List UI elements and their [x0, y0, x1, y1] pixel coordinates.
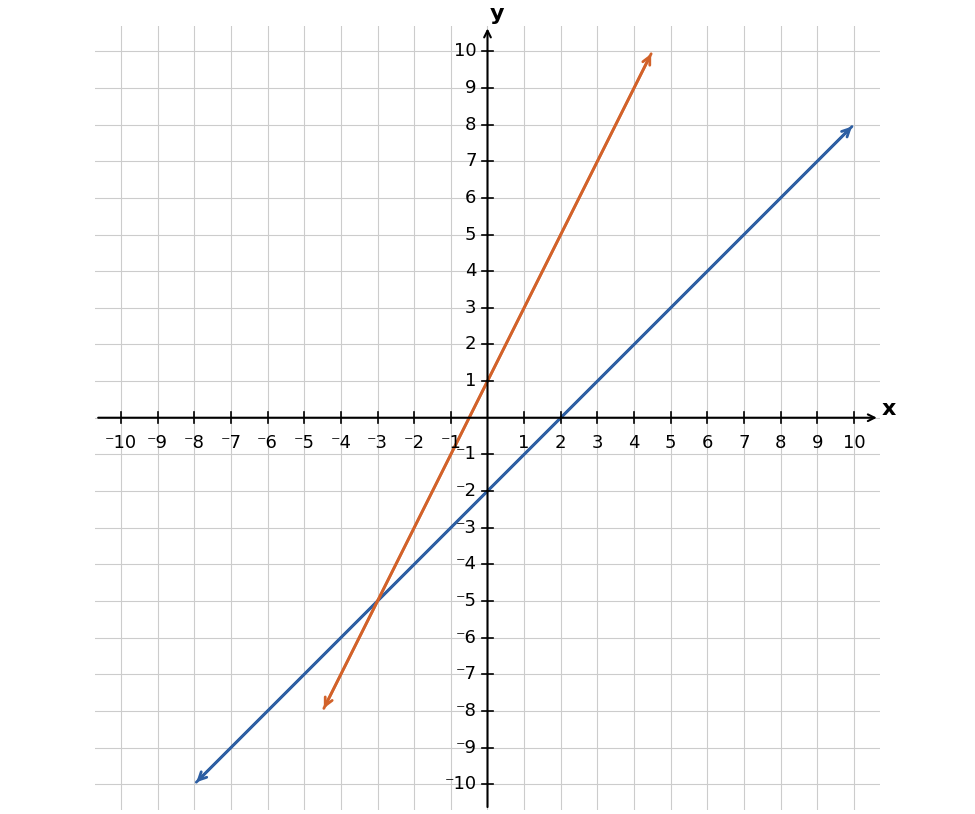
Text: 1: 1 — [465, 372, 477, 390]
Text: ⁻10: ⁻10 — [105, 434, 137, 453]
Text: 5: 5 — [465, 225, 477, 243]
Text: y: y — [489, 4, 504, 24]
Text: 3: 3 — [592, 434, 604, 453]
Text: ⁻4: ⁻4 — [455, 555, 477, 573]
Text: 6: 6 — [465, 189, 477, 207]
Text: 7: 7 — [738, 434, 750, 453]
Text: ⁻3: ⁻3 — [367, 434, 388, 453]
Text: ⁻10: ⁻10 — [445, 775, 477, 793]
Text: ⁻8: ⁻8 — [455, 702, 477, 720]
Text: ⁻9: ⁻9 — [147, 434, 169, 453]
Text: ⁻5: ⁻5 — [293, 434, 315, 453]
Text: ⁻5: ⁻5 — [455, 592, 477, 610]
Text: 2: 2 — [465, 335, 477, 353]
Text: ⁻9: ⁻9 — [455, 738, 477, 756]
Text: 1: 1 — [519, 434, 529, 453]
Text: ⁻6: ⁻6 — [455, 628, 477, 646]
Text: 8: 8 — [775, 434, 787, 453]
Text: ⁻3: ⁻3 — [455, 519, 477, 536]
Text: ⁻1: ⁻1 — [441, 434, 461, 453]
Text: ⁻2: ⁻2 — [404, 434, 425, 453]
Text: 2: 2 — [555, 434, 566, 453]
Text: 10: 10 — [454, 42, 477, 60]
Text: 3: 3 — [465, 299, 477, 317]
Text: ⁻8: ⁻8 — [184, 434, 205, 453]
Text: 10: 10 — [842, 434, 865, 453]
Text: 9: 9 — [465, 79, 477, 97]
Text: ⁻2: ⁻2 — [455, 482, 477, 500]
Text: ⁻4: ⁻4 — [331, 434, 351, 453]
Text: 5: 5 — [665, 434, 677, 453]
Text: 7: 7 — [465, 152, 477, 170]
Text: ⁻1: ⁻1 — [455, 445, 477, 463]
Text: 4: 4 — [628, 434, 640, 453]
Text: 4: 4 — [465, 262, 477, 280]
Text: 6: 6 — [702, 434, 713, 453]
Text: ⁻6: ⁻6 — [257, 434, 278, 453]
Text: ⁻7: ⁻7 — [455, 665, 477, 683]
Text: 8: 8 — [465, 116, 477, 133]
Text: ⁻7: ⁻7 — [220, 434, 242, 453]
Text: 9: 9 — [811, 434, 823, 453]
Text: x: x — [881, 399, 896, 418]
